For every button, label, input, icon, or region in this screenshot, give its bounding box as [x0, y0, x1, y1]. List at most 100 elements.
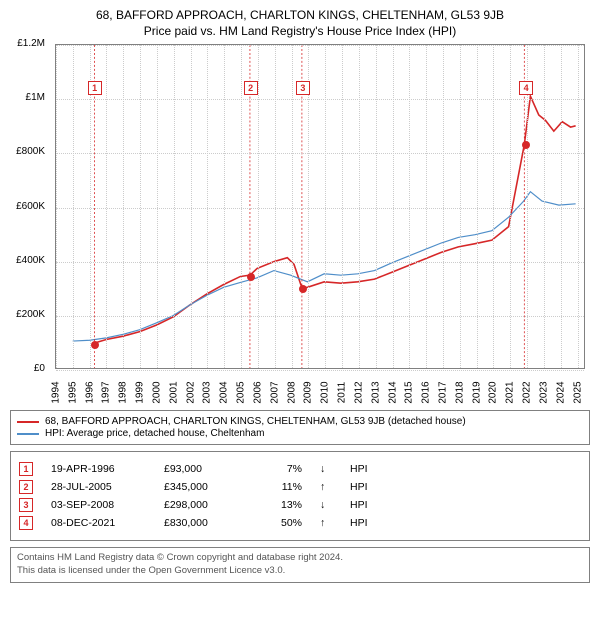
tx-pct: 50% [257, 517, 302, 529]
attribution-footer: Contains HM Land Registry data © Crown c… [10, 547, 590, 583]
tx-pct: 13% [257, 499, 302, 511]
tx-marker: 4 [19, 516, 33, 530]
tx-price: £345,000 [164, 481, 239, 493]
x-axis-label: 2004 [219, 381, 230, 403]
tx-pct: 11% [257, 481, 302, 493]
x-axis-label: 2009 [303, 381, 314, 403]
gridline-v [258, 45, 259, 368]
tx-marker: 1 [19, 462, 33, 476]
transaction-row: 408-DEC-2021£830,00050%↑HPI [19, 516, 581, 530]
title-address: 68, BAFFORD APPROACH, CHARLTON KINGS, CH… [10, 8, 590, 22]
x-axis-label: 2015 [404, 381, 415, 403]
gridline-v [426, 45, 427, 368]
x-axis-label: 2018 [454, 381, 465, 403]
marker-box-3: 3 [296, 81, 310, 95]
gridline-v [140, 45, 141, 368]
tx-marker: 2 [19, 480, 33, 494]
marker-dot-2 [247, 273, 255, 281]
legend-swatch [17, 433, 39, 435]
transaction-row: 1 19-APR-1996 £93,000 7% ↓ HPI [19, 462, 581, 476]
footer-line-1: Contains HM Land Registry data © Crown c… [17, 552, 583, 565]
x-axis-label: 2024 [555, 381, 566, 403]
plot-region: 1234 [55, 44, 585, 369]
x-axis-label: 1996 [84, 381, 95, 403]
gridline-v [477, 45, 478, 368]
y-axis-label: £200K [5, 309, 45, 320]
gridline-v [275, 45, 276, 368]
tx-date: 08-DEC-2021 [51, 517, 146, 529]
gridline-v [460, 45, 461, 368]
gridline-v [561, 45, 562, 368]
gridline-v [241, 45, 242, 368]
x-axis-label: 2020 [488, 381, 499, 403]
gridline-v [376, 45, 377, 368]
chart-title-block: 68, BAFFORD APPROACH, CHARLTON KINGS, CH… [10, 8, 590, 38]
gridline-h [56, 153, 584, 154]
y-axis-label: £400K [5, 255, 45, 266]
tx-date: 19-APR-1996 [51, 463, 146, 475]
gridline-v [393, 45, 394, 368]
tx-suffix: HPI [350, 481, 368, 493]
x-axis-label: 2006 [253, 381, 264, 403]
marker-dot-3 [299, 285, 307, 293]
tx-pct: 7% [257, 463, 302, 475]
gridline-h [56, 262, 584, 263]
x-axis-label: 2010 [320, 381, 331, 403]
x-axis-label: 2025 [572, 381, 583, 403]
gridline-v [578, 45, 579, 368]
x-axis-label: 1999 [135, 381, 146, 403]
marker-box-2: 2 [244, 81, 258, 95]
tx-arrow-icon: ↓ [320, 463, 332, 475]
transaction-row: 2 28-JUL-2005 £345,000 11% ↑ HPI [19, 480, 581, 494]
gridline-h [56, 45, 584, 46]
tx-suffix: HPI [350, 499, 368, 511]
legend-swatch [17, 421, 39, 423]
tx-suffix: HPI [350, 463, 368, 475]
x-axis-label: 2002 [185, 381, 196, 403]
legend-label: HPI: Average price, detached house, Chel… [45, 428, 264, 439]
x-axis-label: 2022 [522, 381, 533, 403]
x-axis-label: 1998 [118, 381, 129, 403]
x-axis-label: 2003 [202, 381, 213, 403]
x-axis-label: 1994 [51, 381, 62, 403]
gridline-v [292, 45, 293, 368]
x-axis-label: 2001 [168, 381, 179, 403]
tx-price: £93,000 [164, 463, 239, 475]
x-axis-label: 2014 [387, 381, 398, 403]
gridline-v [224, 45, 225, 368]
gridline-v [510, 45, 511, 368]
tx-arrow-icon: ↑ [320, 517, 332, 529]
tx-suffix: HPI [350, 517, 368, 529]
x-axis-label: 2019 [471, 381, 482, 403]
legend-label: 68, BAFFORD APPROACH, CHARLTON KINGS, CH… [45, 416, 466, 427]
marker-box-1: 1 [88, 81, 102, 95]
title-subtitle: Price paid vs. HM Land Registry's House … [10, 24, 590, 38]
series-hpi [73, 192, 576, 341]
x-axis-label: 2008 [286, 381, 297, 403]
gridline-h [56, 208, 584, 209]
transaction-row: 303-SEP-2008£298,00013%↓HPI [19, 498, 581, 512]
transaction-table: 1 19-APR-1996 £93,000 7% ↓ HPI 2 28-JUL-2005 £34… [10, 451, 590, 541]
gridline-v [157, 45, 158, 368]
gridline-h [56, 99, 584, 100]
x-axis-label: 2000 [152, 381, 163, 403]
gridline-v [443, 45, 444, 368]
x-axis-label: 2007 [269, 381, 280, 403]
x-axis-label: 2011 [336, 382, 347, 404]
gridline-v [73, 45, 74, 368]
gridline-v [359, 45, 360, 368]
gridline-h [56, 316, 584, 317]
footer-line-2: This data is licensed under the Open Gov… [17, 565, 583, 578]
x-axis-label: 2012 [353, 381, 364, 403]
tx-marker: 3 [19, 498, 33, 512]
legend-row-hpi: HPI: Average price, detached house, Chel… [17, 428, 583, 439]
x-axis-label: 2016 [421, 381, 432, 403]
y-axis-label: £1.2M [5, 38, 45, 49]
tx-date: 28-JUL-2005 [51, 481, 146, 493]
gridline-v [56, 45, 57, 368]
x-axis-label: 2013 [370, 381, 381, 403]
gridline-v [493, 45, 494, 368]
tx-arrow-icon: ↑ [320, 481, 332, 493]
y-axis-label: £1M [5, 92, 45, 103]
line-layer [56, 45, 584, 368]
